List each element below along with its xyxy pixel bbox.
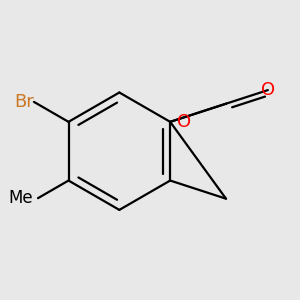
Text: O: O	[261, 81, 275, 99]
Text: Me: Me	[9, 189, 33, 207]
Text: Br: Br	[14, 93, 34, 111]
Text: O: O	[177, 113, 191, 131]
